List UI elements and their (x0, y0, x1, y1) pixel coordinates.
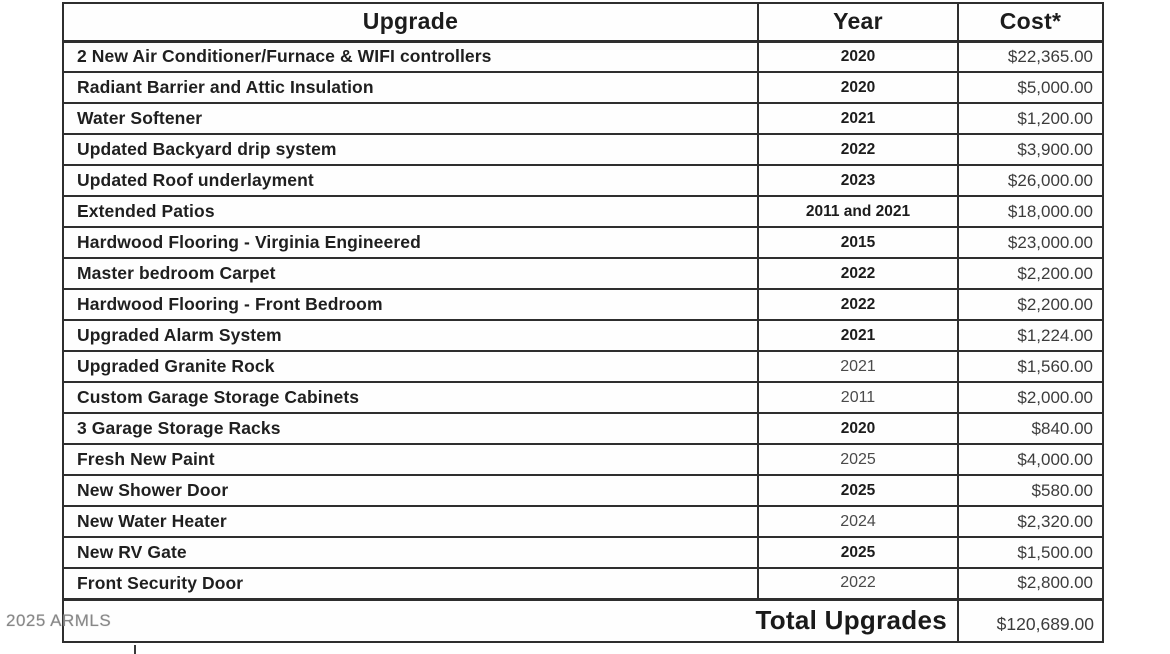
table-row: Upgraded Alarm System 2021 $1,224.00 (62, 319, 1104, 352)
table-row: Upgraded Granite Rock 2021 $1,560.00 (62, 350, 1104, 383)
upgrade-year: 2022 (757, 133, 959, 166)
header-cost: Cost* (957, 2, 1104, 43)
table-row: Extended Patios 2011 and 2021 $18,000.00 (62, 195, 1104, 228)
table-row: Hardwood Flooring - Front Bedroom 2022 $2,… (62, 288, 1104, 321)
upgrade-cost: $26,000.00 (957, 164, 1104, 197)
upgrade-year: 2011 (757, 381, 959, 414)
upgrade-year: 2021 (757, 102, 959, 135)
upgrade-year: 2023 (757, 164, 959, 197)
upgrade-name: Water Softener (62, 102, 759, 135)
upgrade-name: Front Security Door (62, 567, 759, 600)
upgrade-cost: $2,200.00 (957, 257, 1104, 290)
upgrade-cost: $1,500.00 (957, 536, 1104, 569)
upgrade-year: 2025 (757, 443, 959, 476)
tick-mark (134, 645, 136, 654)
upgrade-cost: $4,000.00 (957, 443, 1104, 476)
upgrade-cost: $5,000.00 (957, 71, 1104, 104)
upgrade-year: 2021 (757, 319, 959, 352)
upgrade-year: 2020 (757, 412, 959, 445)
upgrade-name: Master bedroom Carpet (62, 257, 759, 290)
table-row: 3 Garage Storage Racks 2020 $840.00 (62, 412, 1104, 445)
table-row: Master bedroom Carpet 2022 $2,200.00 (62, 257, 1104, 290)
upgrade-cost: $1,560.00 (957, 350, 1104, 383)
upgrade-cost: $18,000.00 (957, 195, 1104, 228)
total-upgrades-value: $120,689.00 (957, 597, 1104, 643)
table-body: 2 New Air Conditioner/Furnace & WIFI con… (62, 40, 1104, 600)
table-row: Water Softener 2021 $1,200.00 (62, 102, 1104, 135)
upgrade-name: Updated Roof underlayment (62, 164, 759, 197)
table-row: Fresh New Paint 2025 $4,000.00 (62, 443, 1104, 476)
upgrade-cost: $22,365.00 (957, 40, 1104, 73)
upgrade-name: Radiant Barrier and Attic Insulation (62, 71, 759, 104)
upgrade-name: 2 New Air Conditioner/Furnace & WIFI con… (62, 40, 759, 73)
total-upgrades-label: Total Upgrades (62, 597, 959, 643)
table-row: 2 New Air Conditioner/Furnace & WIFI con… (62, 40, 1104, 73)
table-row: Custom Garage Storage Cabinets 2011 $2,000… (62, 381, 1104, 414)
upgrade-name: Upgraded Alarm System (62, 319, 759, 352)
upgrade-name: New Shower Door (62, 474, 759, 507)
table-row: Updated Backyard drip system 2022 $3,900.0… (62, 133, 1104, 166)
upgrade-cost: $840.00 (957, 412, 1104, 445)
upgrade-year: 2024 (757, 505, 959, 538)
upgrade-name: Upgraded Granite Rock (62, 350, 759, 383)
table-row: Front Security Door 2022 $2,800.00 (62, 567, 1104, 600)
upgrade-name: Updated Backyard drip system (62, 133, 759, 166)
upgrade-cost: $23,000.00 (957, 226, 1104, 259)
upgrade-cost: $1,200.00 (957, 102, 1104, 135)
upgrade-cost: $2,000.00 (957, 381, 1104, 414)
armls-watermark: 2025 ARMLS (6, 611, 112, 630)
total-row: Total Upgrades $120,689.00 (62, 597, 1104, 643)
upgrade-year: 2011 and 2021 (757, 195, 959, 228)
upgrades-table: Upgrade Year Cost* 2 New Air Conditioner… (62, 2, 1104, 643)
upgrade-name: Fresh New Paint (62, 443, 759, 476)
upgrade-cost: $2,200.00 (957, 288, 1104, 321)
table-row: New Water Heater 2024 $2,320.00 (62, 505, 1104, 538)
upgrade-year: 2021 (757, 350, 959, 383)
upgrade-cost: $580.00 (957, 474, 1104, 507)
upgrade-cost: $3,900.00 (957, 133, 1104, 166)
header-row: Upgrade Year Cost* (62, 2, 1104, 43)
upgrade-name: Extended Patios (62, 195, 759, 228)
table-row: New Shower Door 2025 $580.00 (62, 474, 1104, 507)
upgrade-year: 2025 (757, 536, 959, 569)
upgrade-name: Custom Garage Storage Cabinets (62, 381, 759, 414)
upgrade-name: New RV Gate (62, 536, 759, 569)
upgrade-year: 2020 (757, 71, 959, 104)
table-row: Hardwood Flooring - Virginia Engineered 2… (62, 226, 1104, 259)
upgrade-year: 2022 (757, 567, 959, 600)
header-year: Year (757, 2, 959, 43)
upgrade-name: New Water Heater (62, 505, 759, 538)
upgrade-name: Hardwood Flooring - Virginia Engineered (62, 226, 759, 259)
upgrade-year: 2022 (757, 257, 959, 290)
table-row: Updated Roof underlayment 2023 $26,000.00 (62, 164, 1104, 197)
upgrade-year: 2015 (757, 226, 959, 259)
upgrade-name: Hardwood Flooring - Front Bedroom (62, 288, 759, 321)
upgrade-cost: $2,320.00 (957, 505, 1104, 538)
upgrade-year: 2025 (757, 474, 959, 507)
table-row: Radiant Barrier and Attic Insulation 2020… (62, 71, 1104, 104)
upgrade-cost: $1,224.00 (957, 319, 1104, 352)
upgrade-cost: $2,800.00 (957, 567, 1104, 600)
upgrade-year: 2022 (757, 288, 959, 321)
header-upgrade: Upgrade (62, 2, 759, 43)
upgrade-year: 2020 (757, 40, 959, 73)
upgrade-name: 3 Garage Storage Racks (62, 412, 759, 445)
table-row: New RV Gate 2025 $1,500.00 (62, 536, 1104, 569)
